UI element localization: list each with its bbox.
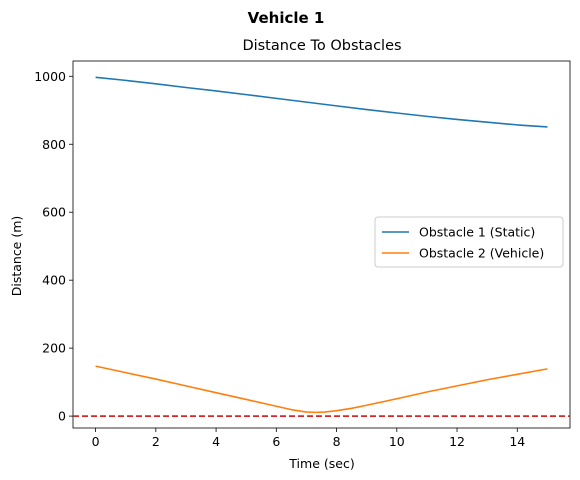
x-tick-label: 8 [333,434,341,449]
plot-area [72,60,571,429]
x-axis-label: Time (sec) [288,456,354,471]
y-axis-label: Distance (m) [9,216,24,297]
y-tick-label: 200 [42,341,66,356]
x-tick-label: 14 [509,434,525,449]
x-tick-label: 4 [212,434,220,449]
legend-box [374,216,564,268]
y-axis-ticks: 0 200 400 600 800 1000 [34,69,73,424]
series-line-2 [95,365,548,414]
x-tick-label: 6 [272,434,280,449]
legend-label-2: Obstacle 2 (Vehicle) [419,246,544,261]
y-tick-label: 1000 [34,69,66,84]
y-tick-label: 0 [58,409,66,424]
plot-title: Distance To Obstacles [242,38,401,54]
series-line-1 [95,76,548,128]
y-tick-label: 600 [42,205,66,220]
x-tick-label: 0 [92,434,100,449]
y-tick-label: 400 [42,273,66,288]
x-tick-label: 12 [449,434,465,449]
x-axis-ticks: 0 2 4 6 8 10 12 14 [92,428,525,449]
legend: Obstacle 1 (Static) Obstacle 2 (Vehicle) [374,216,564,268]
axes-frame [72,60,571,429]
y-tick-label: 800 [42,137,66,152]
figure-suptitle: Vehicle 1 [248,9,325,27]
legend-label-1: Obstacle 1 (Static) [419,225,535,240]
x-tick-label: 2 [152,434,160,449]
x-tick-label: 10 [389,434,405,449]
